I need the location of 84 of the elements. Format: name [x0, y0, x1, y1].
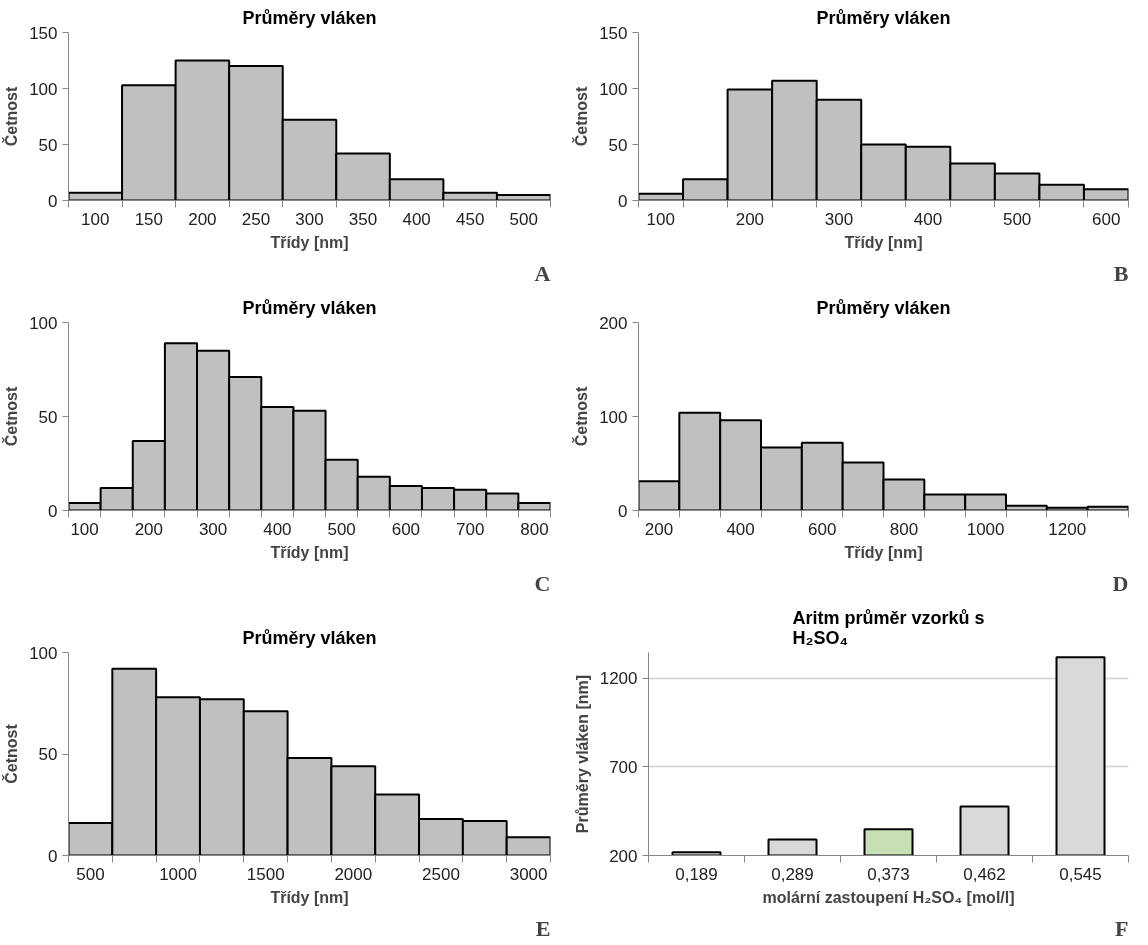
- y-tick-label: 50: [38, 745, 58, 764]
- y-axis-title: Četnost: [2, 723, 21, 784]
- y-tick-label: 0: [48, 846, 58, 866]
- x-tick-label: 150: [134, 209, 164, 229]
- y-axis-title: Četnost: [2, 86, 21, 147]
- y-tick-label: 100: [599, 79, 628, 99]
- x-tick-label: 200: [644, 519, 674, 539]
- x-tick-label: 100: [646, 209, 675, 229]
- y-tick-label: 150: [599, 23, 628, 43]
- x-tick-label: 1000: [159, 864, 197, 884]
- x-axis-title: Třídy [nm]: [270, 888, 349, 906]
- y-tick-label: 50: [608, 135, 628, 155]
- x-tick-label: 600: [1092, 209, 1121, 229]
- y-tick-label: 1200: [599, 669, 638, 689]
- x-tick-label: 600: [808, 519, 837, 539]
- chart-title: Průměry vláken: [242, 627, 377, 648]
- x-axis-title: Třídy [nm]: [270, 233, 349, 251]
- x-tick-label: 300: [295, 209, 324, 229]
- y-tick-label: 0: [618, 191, 628, 211]
- x-tick-label: 1500: [246, 864, 285, 884]
- x-tick-label: 1000: [966, 519, 1005, 539]
- y-tick-label: 150: [29, 23, 58, 43]
- x-tick-label: 600: [391, 519, 421, 539]
- x-tick-label: 300: [198, 519, 228, 539]
- y-tick-label: 50: [38, 135, 58, 155]
- x-tick-label: 300: [824, 209, 854, 229]
- x-tick-label: 500: [509, 209, 538, 229]
- y-tick-label: 200: [599, 313, 628, 333]
- y-axis-title: Četnost: [572, 86, 591, 147]
- chart-title: Průměry vláken: [242, 7, 377, 28]
- x-tick-label: 200: [735, 209, 765, 229]
- text: A: [534, 260, 551, 286]
- x-tick-label: 800: [520, 519, 549, 539]
- y-tick-label: 700: [609, 757, 638, 777]
- x-tick-label: 500: [1002, 209, 1032, 229]
- x-tick-label: 0,189: [675, 864, 718, 884]
- y-tick-label: 100: [29, 313, 58, 333]
- x-tick-label: 1200: [1048, 519, 1087, 539]
- x-tick-label: 450: [455, 209, 485, 229]
- chart-title: Průměry vláken: [242, 297, 377, 318]
- y-tick-label: 50: [38, 407, 58, 427]
- x-tick-label: 200: [134, 519, 164, 539]
- x-axis-title: Třídy [nm]: [844, 233, 923, 251]
- x-tick-label: 400: [263, 519, 292, 539]
- x-tick-label: 250: [241, 209, 271, 229]
- x-axis-title: Třídy [nm]: [270, 543, 349, 561]
- x-tick-label: 100: [70, 519, 99, 539]
- x-tick-label: 2500: [422, 864, 460, 884]
- text: D: [1112, 570, 1129, 596]
- x-tick-label: 500: [327, 519, 356, 539]
- x-tick-label: 400: [913, 209, 943, 229]
- x-axis-title: molární zastoupení H₂SO₄ [mol/l]: [762, 888, 1015, 906]
- chart-title: Průměry vláken: [816, 297, 951, 318]
- y-tick-label: 200: [609, 846, 638, 866]
- x-tick-label: 0,462: [963, 864, 1006, 884]
- y-tick-label: 0: [48, 191, 58, 211]
- y-tick-label: 100: [599, 407, 628, 427]
- y-tick-label: 0: [618, 501, 628, 521]
- x-tick-label: 800: [889, 519, 919, 539]
- text: E: [535, 915, 551, 941]
- y-tick-label: 100: [29, 79, 58, 99]
- x-tick-label: 400: [726, 519, 755, 539]
- x-axis-title: Třídy [nm]: [844, 543, 923, 561]
- x-tick-label: 350: [348, 209, 378, 229]
- x-tick-label: 0,289: [771, 864, 814, 884]
- y-axis-title: Četnost: [572, 386, 591, 447]
- x-tick-label: 2000: [334, 864, 373, 884]
- x-tick-label: 0,545: [1059, 864, 1102, 884]
- y-axis-title: Četnost: [2, 386, 21, 447]
- chart-title: Průměry vláken: [816, 7, 951, 28]
- y-axis-title: Průměry vláken [nm]: [573, 674, 591, 834]
- x-tick-label: 200: [188, 209, 217, 229]
- y-tick-label: 0: [48, 501, 58, 521]
- text: F: [1115, 915, 1129, 941]
- x-tick-label: 100: [81, 209, 110, 229]
- chart-title: Aritm průměr vzorků s H₂SO₄: [792, 607, 985, 648]
- x-tick-label: 400: [402, 209, 431, 229]
- x-tick-label: 0,373: [867, 864, 910, 884]
- text: C: [534, 570, 551, 596]
- x-tick-label: 3000: [509, 864, 548, 884]
- x-tick-label: 700: [455, 519, 485, 539]
- y-tick-label: 100: [29, 643, 58, 663]
- x-tick-label: 500: [76, 864, 105, 884]
- text: B: [1113, 260, 1129, 286]
